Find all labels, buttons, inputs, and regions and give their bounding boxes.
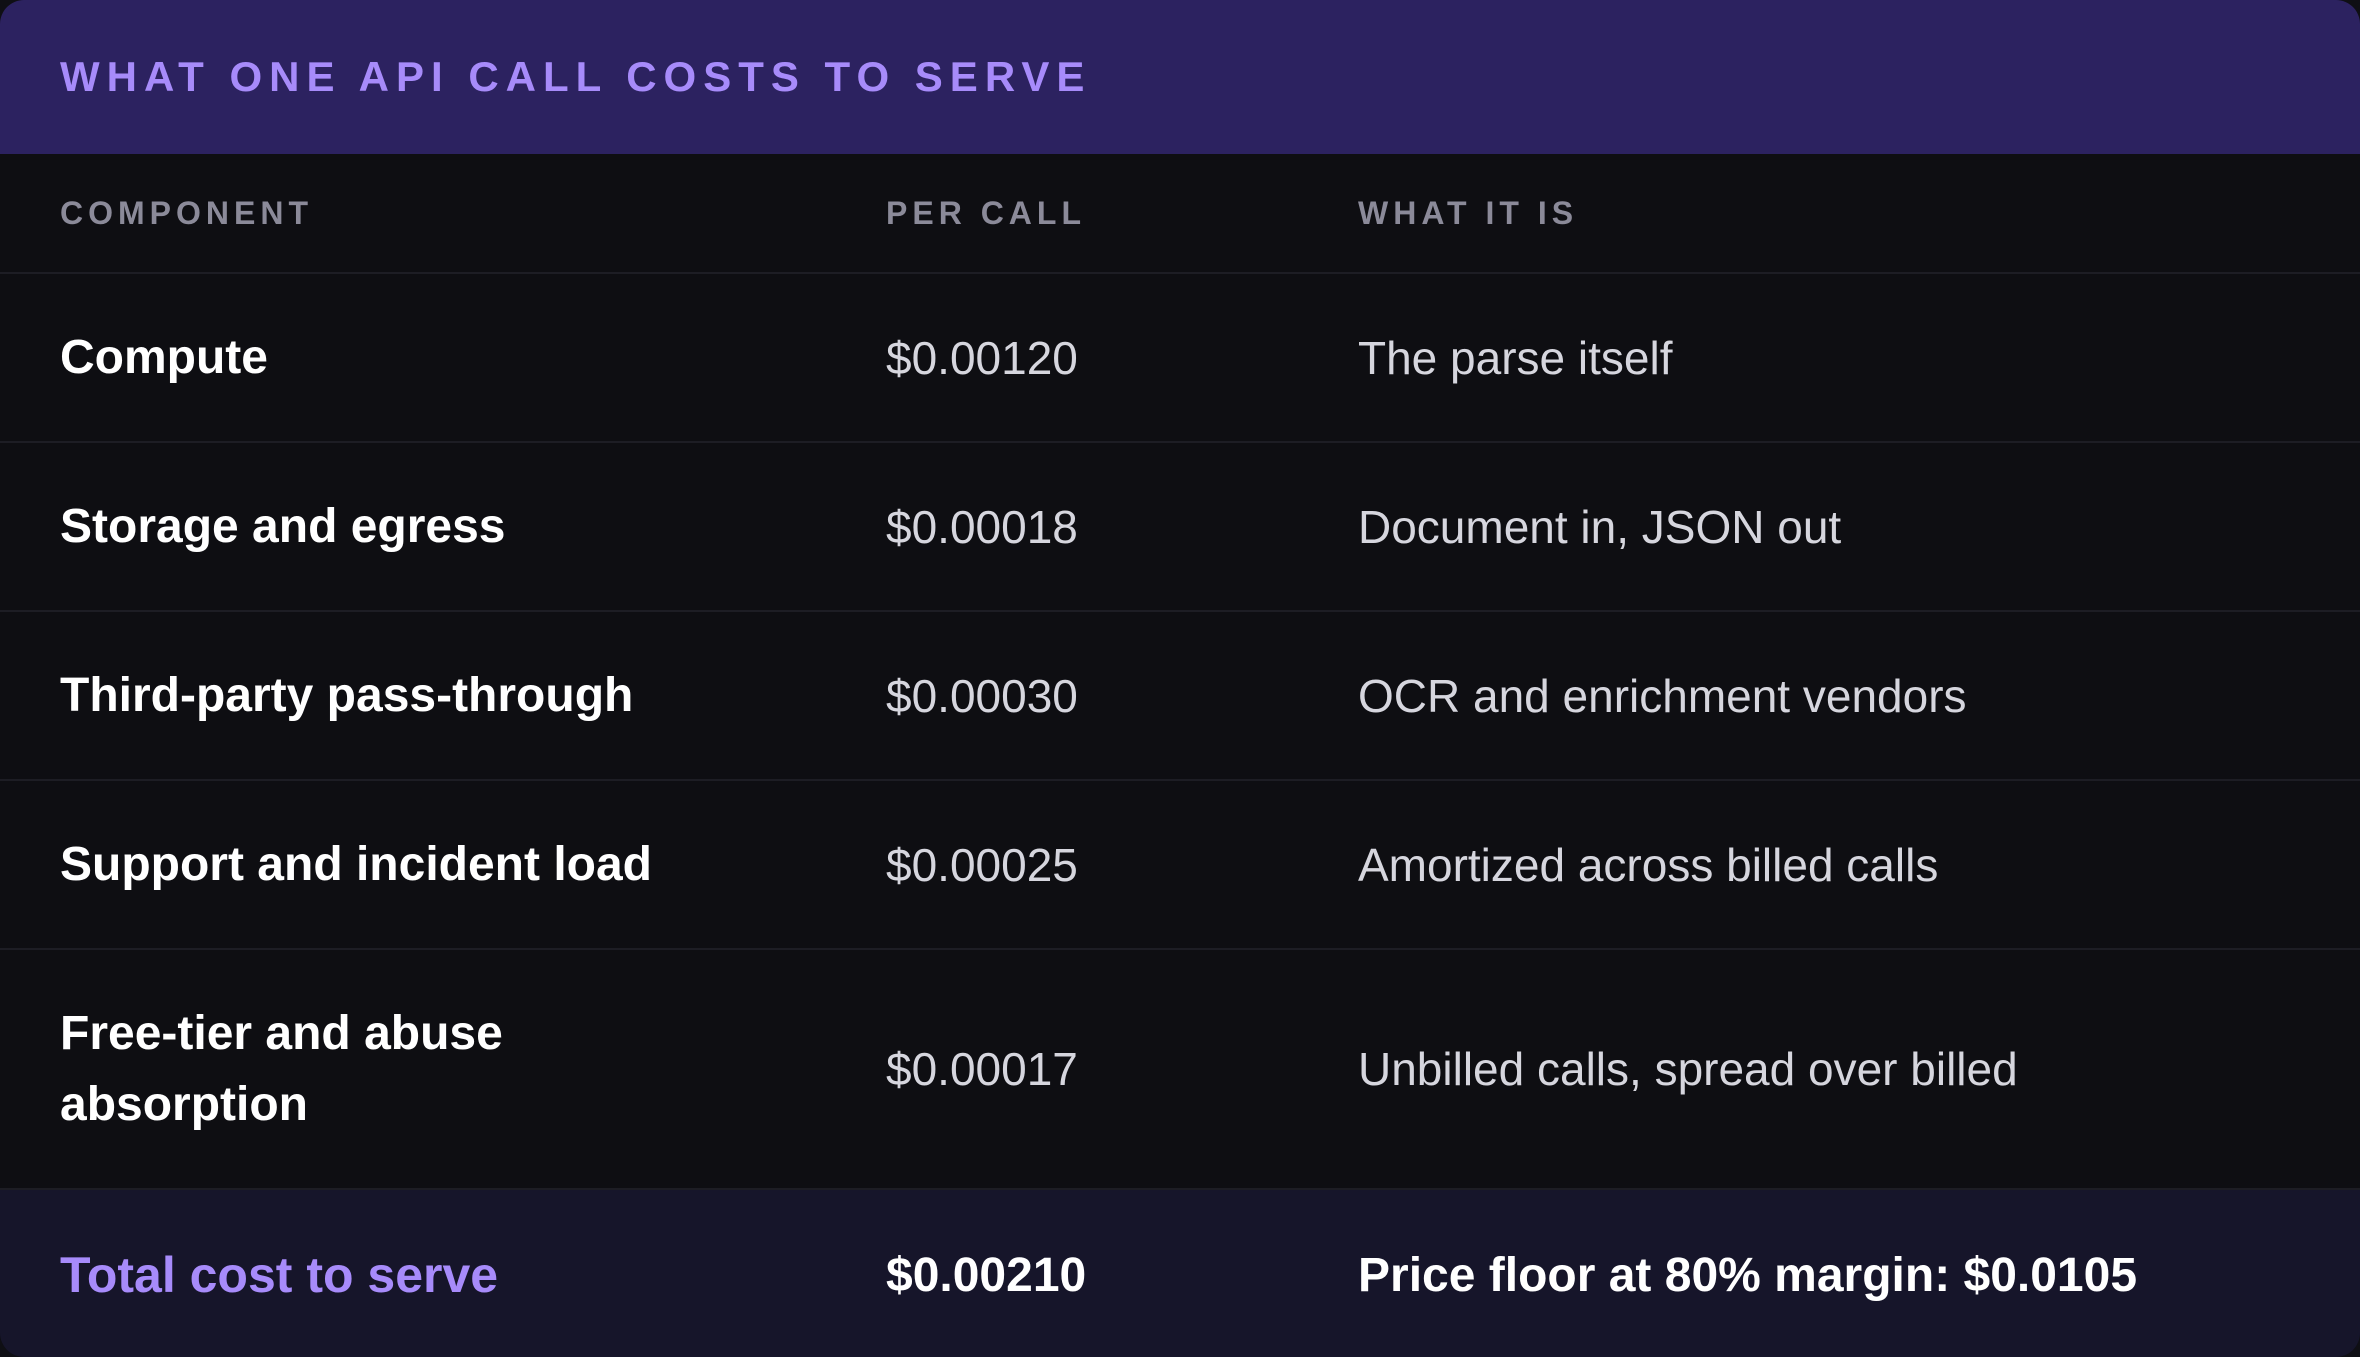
row-description: Unbilled calls, spread over billed xyxy=(1358,1043,2018,1095)
column-header-what-it-is: WHAT IT IS xyxy=(1358,194,1579,231)
table-row: Storage and egress $0.00018 Document in,… xyxy=(0,443,2360,612)
row-per-call: $0.00120 xyxy=(886,331,1078,384)
table-row: Compute $0.00120 The parse itself xyxy=(0,274,2360,443)
row-per-call: $0.00030 xyxy=(886,669,1078,722)
table-row: Support and incident load $0.00025 Amort… xyxy=(0,781,2360,950)
table-header-row: COMPONENT PER CALL WHAT IT IS xyxy=(0,154,2360,274)
row-description: OCR and enrichment vendors xyxy=(1358,669,1967,722)
card-header: WHAT ONE API CALL COSTS TO SERVE xyxy=(0,0,2360,154)
row-per-call: $0.00017 xyxy=(886,1043,1078,1095)
column-header-component: COMPONENT xyxy=(60,194,313,231)
total-label: Total cost to serve xyxy=(60,1247,499,1303)
row-component: Storage and egress xyxy=(60,500,506,553)
row-description: Amortized across billed calls xyxy=(1358,838,1939,891)
row-component: Free-tier and abuse absorption xyxy=(60,1007,503,1131)
row-per-call: $0.00018 xyxy=(886,500,1078,553)
total-row: Total cost to serve $0.00210 Price floor… xyxy=(0,1190,2360,1357)
total-per-call: $0.00210 xyxy=(886,1248,1087,1302)
row-component: Compute xyxy=(60,331,268,384)
row-per-call: $0.00025 xyxy=(886,838,1078,891)
column-header-per-call: PER CALL xyxy=(886,194,1086,231)
row-component: Support and incident load xyxy=(60,838,652,891)
row-description: Document in, JSON out xyxy=(1358,500,1842,553)
row-component: Third-party pass-through xyxy=(60,669,634,722)
row-description: The parse itself xyxy=(1358,331,1673,384)
table-row: Third-party pass-through $0.00030 OCR an… xyxy=(0,612,2360,781)
total-price-floor: Price floor at 80% margin: $0.0105 xyxy=(1358,1248,2138,1302)
card-title: WHAT ONE API CALL COSTS TO SERVE xyxy=(60,53,1092,100)
cost-table: COMPONENT PER CALL WHAT IT IS Compute $0… xyxy=(0,154,2360,1357)
table-row: Free-tier and abuse absorption $0.00017 … xyxy=(0,950,2360,1190)
